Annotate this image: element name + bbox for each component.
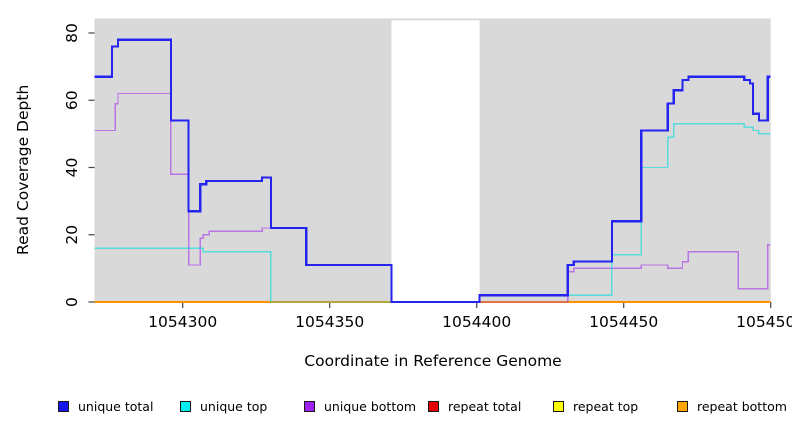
- y-tick-label: 80: [63, 23, 81, 43]
- x-tick-label: 1054400: [442, 313, 511, 331]
- x-axis-title: Coordinate in Reference Genome: [304, 352, 562, 370]
- legend-label: repeat total: [448, 399, 522, 414]
- legend-label: unique total: [78, 399, 154, 414]
- legend-item-repeat-bottom: repeat bottom: [677, 399, 787, 414]
- series-unique-top: [94, 123, 771, 303]
- y-tick-label: 20: [63, 225, 81, 245]
- legend-label: unique top: [200, 399, 268, 414]
- legend-swatch: [553, 401, 564, 412]
- legend-swatch: [677, 401, 688, 412]
- legend-item-unique-top: unique top: [180, 399, 267, 414]
- legend-label: unique bottom: [324, 399, 417, 414]
- coverage-gap: [391, 20, 480, 303]
- legend-item-unique-total: unique total: [58, 399, 153, 414]
- legend-label: repeat top: [573, 399, 639, 414]
- legend-item-repeat-total: repeat total: [428, 399, 521, 414]
- legend-swatch: [304, 401, 315, 412]
- x-tick-label: 1054300: [148, 313, 217, 331]
- y-tick-label: 0: [63, 297, 81, 307]
- legend-label: repeat bottom: [697, 399, 787, 414]
- legend-swatch: [58, 401, 69, 412]
- y-axis-title: Read Coverage Depth: [14, 84, 32, 256]
- series-unique-total: [94, 38, 771, 304]
- legend-item-unique-bottom: unique bottom: [304, 399, 416, 414]
- legend: unique total unique top unique bottom repea…: [0, 399, 792, 419]
- y-tick-label: 40: [63, 158, 81, 178]
- legend-item-repeat-top: repeat top: [553, 399, 638, 414]
- x-tick-label: 1054450: [589, 313, 658, 331]
- legend-swatch: [180, 401, 191, 412]
- x-tick-label: 1054350: [295, 313, 364, 331]
- legend-swatch: [428, 401, 439, 412]
- y-tick-label: 60: [63, 90, 81, 110]
